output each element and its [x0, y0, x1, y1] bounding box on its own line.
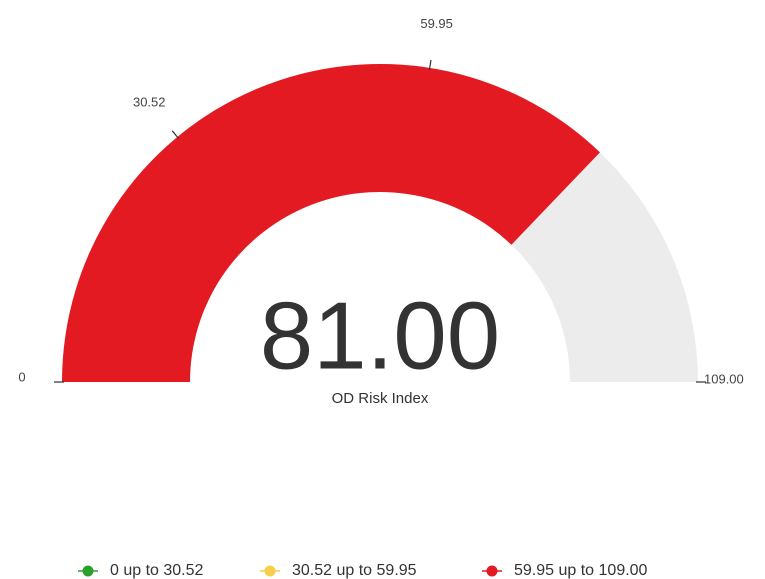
tick-label: 30.52: [133, 95, 166, 110]
tick-mark: [428, 59, 432, 70]
legend-label: 0 up to 30.52: [110, 562, 204, 579]
tick-label: 59.95: [420, 16, 453, 31]
gauge-value-arc: [62, 64, 600, 382]
legend-marker: [264, 565, 276, 577]
gauge-label: OD Risk Index: [332, 390, 429, 407]
legend-label: 30.52 up to 59.95: [292, 562, 417, 579]
tick-label: 0: [18, 369, 25, 384]
legend-label: 59.95 up to 109.00: [514, 562, 648, 579]
tick-label: 109.00: [704, 371, 744, 386]
legend-marker: [82, 565, 94, 577]
gauge-value: 81.00: [260, 282, 500, 389]
tick-mark: [171, 130, 180, 139]
legend-marker: [486, 565, 498, 577]
